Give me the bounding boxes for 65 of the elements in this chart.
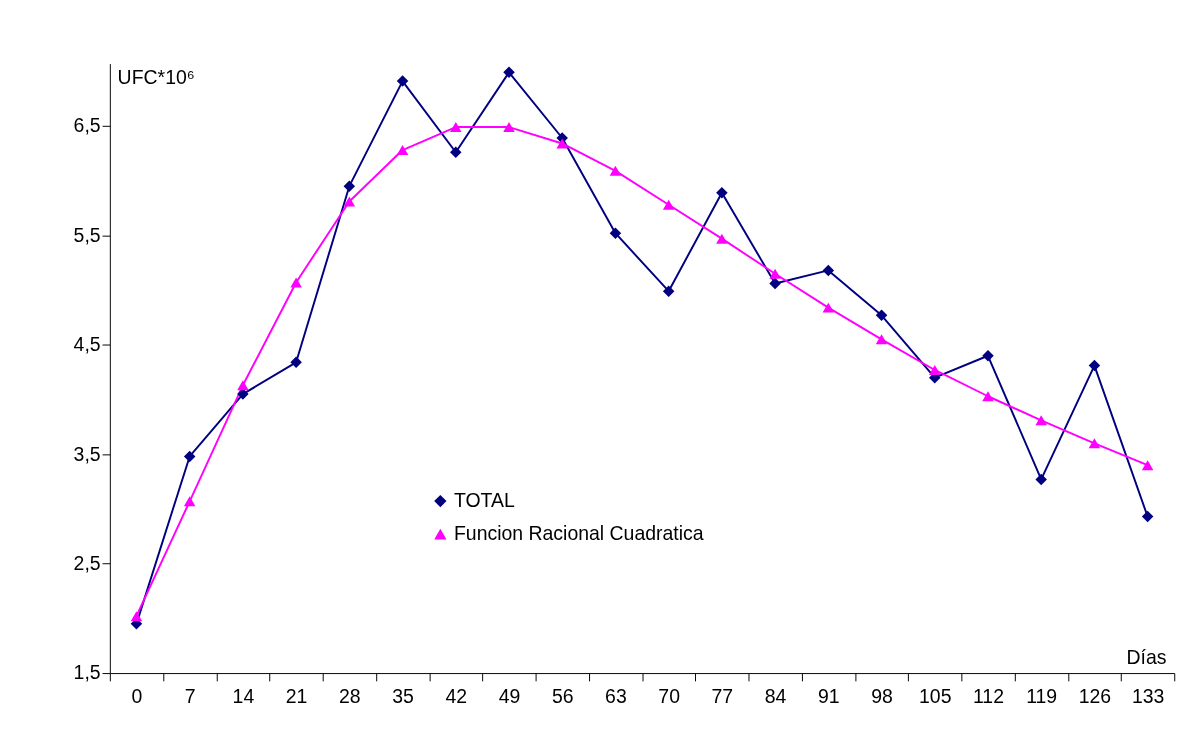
point bbox=[343, 180, 356, 192]
point bbox=[716, 233, 728, 244]
x-tick-label: 21 bbox=[285, 684, 308, 707]
x-tick-label: 133 bbox=[1131, 684, 1165, 707]
point bbox=[662, 285, 675, 297]
x-tick-label: 49 bbox=[498, 684, 521, 707]
x-tick-label: 28 bbox=[339, 684, 361, 707]
point bbox=[290, 277, 302, 288]
x-tick-label: 7 bbox=[184, 684, 196, 707]
point bbox=[1141, 460, 1154, 471]
point bbox=[875, 309, 888, 322]
y-axis-title: UFC*10⁶ bbox=[117, 66, 195, 89]
point bbox=[237, 380, 249, 391]
point bbox=[1035, 415, 1047, 426]
x-tick-label: 35 bbox=[392, 684, 414, 707]
x-tick-label: 42 bbox=[445, 684, 468, 707]
point bbox=[982, 391, 994, 402]
point bbox=[609, 165, 622, 176]
x-tick-label: 119 bbox=[1026, 684, 1058, 707]
point bbox=[769, 268, 781, 279]
x-tick-label: 126 bbox=[1078, 684, 1112, 707]
legend-label: Funcion Racional Cuadratica bbox=[453, 521, 704, 544]
x-tick-label: 91 bbox=[817, 684, 840, 707]
point bbox=[396, 75, 409, 87]
point bbox=[183, 496, 196, 507]
y-tick-label: 2,5 bbox=[73, 551, 101, 574]
point bbox=[822, 264, 835, 277]
point bbox=[609, 227, 622, 239]
x-tick-label: 70 bbox=[658, 684, 681, 707]
y-tick-label: 4,5 bbox=[73, 333, 101, 356]
x-axis-title: Días bbox=[1126, 646, 1167, 669]
point bbox=[1141, 510, 1154, 523]
y-tick-label: 3,5 bbox=[73, 442, 101, 465]
point bbox=[1035, 473, 1047, 486]
point bbox=[875, 334, 888, 345]
point bbox=[290, 356, 302, 369]
point bbox=[503, 122, 515, 133]
point bbox=[929, 365, 941, 375]
x-tick-label: 98 bbox=[871, 684, 893, 707]
point bbox=[1088, 359, 1101, 372]
point bbox=[982, 350, 994, 362]
point bbox=[450, 122, 462, 133]
y-tick-label: 6,5 bbox=[73, 114, 101, 137]
x-tick-label: 77 bbox=[711, 684, 734, 707]
point bbox=[716, 186, 728, 199]
x-tick-label: 63 bbox=[605, 684, 627, 707]
y-tick-label: 1,5 bbox=[73, 661, 101, 684]
point bbox=[662, 199, 675, 210]
point bbox=[822, 302, 835, 313]
point bbox=[396, 145, 409, 156]
point bbox=[503, 66, 515, 79]
x-tick-label: 0 bbox=[131, 684, 143, 707]
point bbox=[343, 196, 356, 207]
x-tick-label: 56 bbox=[551, 684, 574, 707]
point bbox=[450, 146, 462, 158]
point bbox=[769, 277, 781, 290]
x-tick-label: 14 bbox=[232, 684, 255, 707]
point bbox=[183, 450, 196, 463]
x-tick-label: 112 bbox=[972, 684, 1004, 707]
point bbox=[1088, 438, 1101, 449]
point bbox=[130, 611, 143, 622]
x-tick-label: 105 bbox=[919, 684, 952, 707]
y-tick-label: 5,5 bbox=[73, 223, 101, 246]
legend-label: TOTAL bbox=[453, 488, 515, 511]
x-tick-label: 84 bbox=[764, 684, 787, 707]
